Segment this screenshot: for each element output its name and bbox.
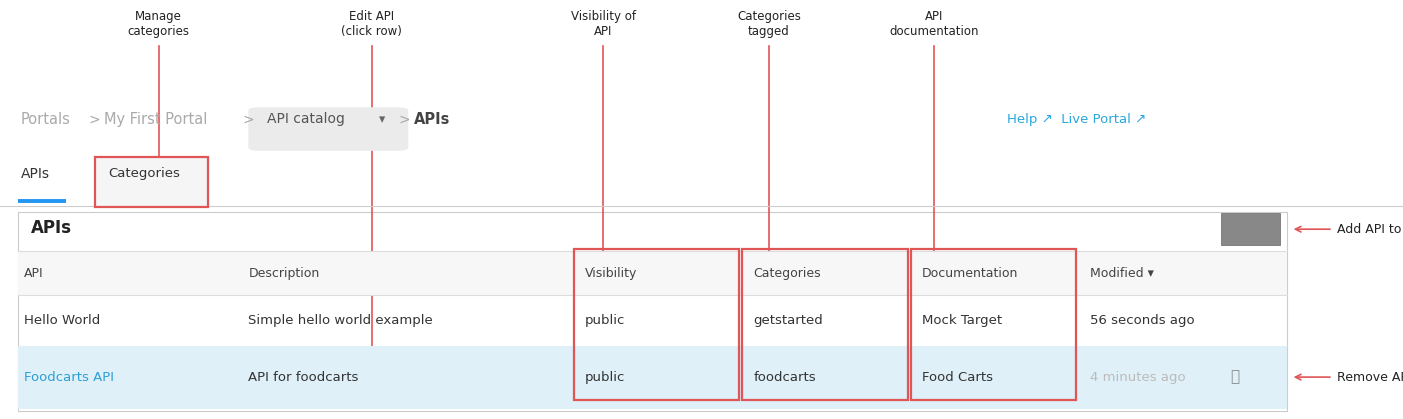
Text: public: public <box>585 314 626 327</box>
Text: My First Portal: My First Portal <box>104 112 208 127</box>
Text: Documentation: Documentation <box>922 267 1019 280</box>
FancyBboxPatch shape <box>18 212 1287 411</box>
Text: foodcarts: foodcarts <box>753 370 817 384</box>
Text: 56 seconds ago: 56 seconds ago <box>1090 314 1195 327</box>
Text: Help ↗  Live Portal ↗: Help ↗ Live Portal ↗ <box>1007 113 1146 126</box>
Text: Portals: Portals <box>21 112 72 127</box>
FancyBboxPatch shape <box>18 251 1287 295</box>
Text: Manage
categories: Manage categories <box>128 10 189 39</box>
Text: API: API <box>24 267 43 280</box>
FancyBboxPatch shape <box>18 346 1287 409</box>
Text: API catalog: API catalog <box>267 112 345 127</box>
Text: Food Carts: Food Carts <box>922 370 993 384</box>
Text: >: > <box>88 112 100 127</box>
Text: APIs: APIs <box>31 220 72 237</box>
Text: ⧃: ⧃ <box>1230 370 1239 385</box>
Text: >: > <box>398 112 410 127</box>
Text: Mock Target: Mock Target <box>922 314 1002 327</box>
Text: Visibility of
API: Visibility of API <box>571 10 636 39</box>
Text: Categories
tagged: Categories tagged <box>737 10 801 39</box>
Text: APIs: APIs <box>414 112 450 127</box>
Text: APIs: APIs <box>21 167 51 181</box>
Text: Foodcarts API: Foodcarts API <box>24 370 114 384</box>
Text: Categories: Categories <box>108 166 180 180</box>
Text: Categories: Categories <box>753 267 821 280</box>
Text: getstarted: getstarted <box>753 314 824 327</box>
Text: Hello World: Hello World <box>24 314 100 327</box>
Text: ▾: ▾ <box>379 113 384 126</box>
Text: 4 minutes ago: 4 minutes ago <box>1090 370 1186 384</box>
Text: Simple hello world example: Simple hello world example <box>248 314 434 327</box>
Text: public: public <box>585 370 626 384</box>
FancyBboxPatch shape <box>95 157 208 207</box>
Text: Modified ▾: Modified ▾ <box>1090 267 1155 280</box>
Text: +: + <box>1242 219 1258 239</box>
Text: Visibility: Visibility <box>585 267 637 280</box>
Text: API
documentation: API documentation <box>890 10 979 39</box>
Text: Remove API from portal: Remove API from portal <box>1337 370 1403 384</box>
Text: >: > <box>243 112 254 127</box>
Text: Add API to portal: Add API to portal <box>1337 222 1403 236</box>
FancyBboxPatch shape <box>248 107 408 151</box>
Text: Description: Description <box>248 267 320 280</box>
Text: Edit API
(click row): Edit API (click row) <box>341 10 403 39</box>
Text: API for foodcarts: API for foodcarts <box>248 370 359 384</box>
FancyBboxPatch shape <box>1221 213 1280 245</box>
